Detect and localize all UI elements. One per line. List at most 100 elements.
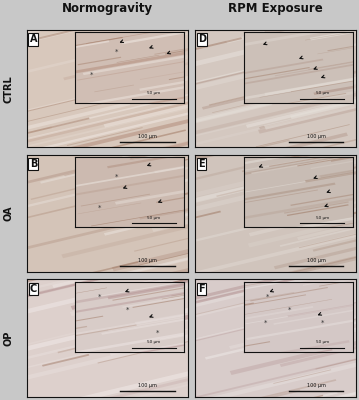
Text: C: C <box>30 284 37 294</box>
Polygon shape <box>27 225 171 260</box>
Polygon shape <box>67 127 143 146</box>
Text: 100 μm: 100 μm <box>307 134 325 139</box>
Polygon shape <box>5 123 131 155</box>
Polygon shape <box>306 183 359 260</box>
Polygon shape <box>7 275 225 330</box>
Polygon shape <box>313 217 359 252</box>
Polygon shape <box>86 0 232 28</box>
Text: RPM Exposure: RPM Exposure <box>228 2 323 15</box>
Polygon shape <box>182 132 348 175</box>
Polygon shape <box>121 113 291 157</box>
Polygon shape <box>64 261 138 280</box>
Polygon shape <box>195 227 359 298</box>
Polygon shape <box>116 207 289 250</box>
Polygon shape <box>37 86 196 124</box>
Polygon shape <box>0 312 160 360</box>
Polygon shape <box>153 211 221 228</box>
Polygon shape <box>0 78 162 123</box>
Polygon shape <box>244 253 359 302</box>
Polygon shape <box>70 250 333 316</box>
Polygon shape <box>103 288 153 300</box>
Polygon shape <box>123 298 359 357</box>
Polygon shape <box>52 246 219 288</box>
Polygon shape <box>89 94 238 133</box>
Polygon shape <box>137 178 249 206</box>
Polygon shape <box>10 91 155 126</box>
Polygon shape <box>112 232 264 272</box>
Polygon shape <box>0 328 193 380</box>
Polygon shape <box>264 69 359 130</box>
Polygon shape <box>3 200 95 224</box>
Polygon shape <box>104 92 242 128</box>
Polygon shape <box>234 0 353 20</box>
Polygon shape <box>9 80 159 116</box>
Polygon shape <box>109 321 244 356</box>
Polygon shape <box>57 383 194 400</box>
Polygon shape <box>0 0 218 12</box>
Polygon shape <box>205 313 359 360</box>
Polygon shape <box>0 261 170 306</box>
Polygon shape <box>0 0 204 60</box>
Polygon shape <box>0 239 143 280</box>
Polygon shape <box>139 198 340 249</box>
Polygon shape <box>248 185 359 248</box>
Polygon shape <box>92 247 294 296</box>
Polygon shape <box>158 244 294 278</box>
Polygon shape <box>25 93 270 152</box>
Polygon shape <box>148 222 359 286</box>
Text: 100 μm: 100 μm <box>138 383 157 388</box>
Polygon shape <box>227 0 359 28</box>
Polygon shape <box>138 392 338 400</box>
Polygon shape <box>0 0 225 34</box>
Polygon shape <box>273 369 331 384</box>
Polygon shape <box>85 145 329 206</box>
Polygon shape <box>171 68 359 142</box>
Polygon shape <box>29 191 283 254</box>
Polygon shape <box>0 0 295 42</box>
Polygon shape <box>294 251 359 328</box>
Polygon shape <box>4 0 124 19</box>
Text: E: E <box>199 159 205 169</box>
Polygon shape <box>251 395 323 400</box>
Polygon shape <box>152 0 359 29</box>
Polygon shape <box>294 282 359 333</box>
Polygon shape <box>31 168 159 200</box>
Polygon shape <box>0 269 196 326</box>
Polygon shape <box>152 273 295 310</box>
Polygon shape <box>85 228 318 285</box>
Polygon shape <box>139 36 303 79</box>
Polygon shape <box>0 236 278 310</box>
Polygon shape <box>143 102 272 136</box>
Polygon shape <box>236 390 300 400</box>
Polygon shape <box>15 170 323 247</box>
Text: A: A <box>29 34 37 44</box>
Polygon shape <box>315 354 359 370</box>
Polygon shape <box>147 189 292 227</box>
Polygon shape <box>122 190 269 228</box>
Polygon shape <box>0 75 299 154</box>
Polygon shape <box>0 15 135 50</box>
Polygon shape <box>165 250 309 286</box>
Polygon shape <box>134 216 278 252</box>
Polygon shape <box>0 0 122 34</box>
Polygon shape <box>97 83 335 143</box>
Polygon shape <box>159 154 209 167</box>
Polygon shape <box>125 84 359 168</box>
Polygon shape <box>148 246 359 318</box>
Polygon shape <box>107 129 186 150</box>
Polygon shape <box>0 0 230 43</box>
Polygon shape <box>40 150 174 184</box>
Polygon shape <box>297 268 359 334</box>
Polygon shape <box>165 120 323 159</box>
Polygon shape <box>186 274 331 312</box>
Text: 100 μm: 100 μm <box>307 258 325 263</box>
Polygon shape <box>42 354 89 367</box>
Polygon shape <box>71 233 359 310</box>
Polygon shape <box>264 34 359 102</box>
Polygon shape <box>264 0 359 35</box>
Polygon shape <box>224 379 336 400</box>
Polygon shape <box>0 148 168 197</box>
Polygon shape <box>148 116 359 171</box>
Polygon shape <box>317 270 359 341</box>
Polygon shape <box>159 108 359 188</box>
